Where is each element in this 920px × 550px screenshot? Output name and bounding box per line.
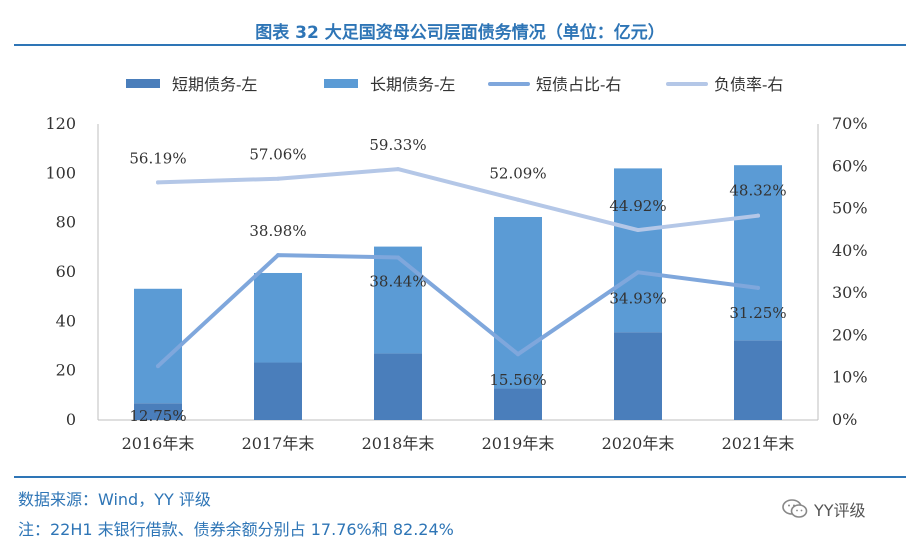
debt-rate-data-label: 59.33% xyxy=(369,136,426,154)
short-ratio-data-label: 38.44% xyxy=(369,272,426,290)
legend-short-debt-swatch xyxy=(126,79,160,88)
short-ratio-point xyxy=(636,270,640,275)
debt-rate-point xyxy=(516,197,520,202)
x-tick-label: 2018年末 xyxy=(362,434,435,453)
x-tick-label: 2019年末 xyxy=(482,434,555,453)
y-right-tick-label: 60% xyxy=(832,156,868,175)
x-tick-label: 2020年末 xyxy=(602,434,675,453)
short-ratio-data-label: 31.25% xyxy=(729,304,786,322)
chart-canvas: 0 20 40 60 80 100 120 0% 10% 20% 30% 40% 50% 60% 70% 20… xyxy=(45,75,868,453)
legend-debt-rate-label: 负债率-右 xyxy=(714,75,783,94)
y-right-tick-label: 70% xyxy=(832,114,868,133)
bar-long-debt xyxy=(494,216,542,389)
bar-short-debt xyxy=(254,362,302,420)
short-ratio-data-label: 15.56% xyxy=(489,371,546,389)
y-left-tick-label: 20 xyxy=(56,361,76,380)
brand-watermark: YY评级 xyxy=(782,496,866,522)
bar-short-debt xyxy=(614,332,662,420)
chart-title: 图表 32 大足国资母公司层面债务情况（单位：亿元） xyxy=(255,23,665,43)
debt-rate-point xyxy=(276,176,280,181)
x-tick-label: 2021年末 xyxy=(722,434,795,453)
debt-rate-data-label: 52.09% xyxy=(489,165,546,183)
debt-rate-data-label: 48.32% xyxy=(729,182,786,200)
legend-long-debt-swatch xyxy=(324,79,358,88)
debt-rate-data-label: 56.19% xyxy=(129,149,186,167)
short-ratio-data-label: 34.93% xyxy=(609,289,666,307)
bar-long-debt xyxy=(254,272,302,363)
short-ratio-line xyxy=(156,253,760,369)
x-tick-label: 2016年末 xyxy=(122,434,195,453)
y-left-tick-label: 80 xyxy=(56,213,76,232)
debt-rate-point xyxy=(396,167,400,172)
bar-long-debt xyxy=(734,165,782,341)
short-ratio-point xyxy=(756,285,760,290)
debt-rate-point xyxy=(636,228,640,233)
title-divider xyxy=(14,44,906,46)
bar-short-debt xyxy=(374,353,422,420)
legend-short-debt-label: 短期债务-左 xyxy=(172,75,257,94)
y-left-tick-label: 0 xyxy=(66,410,76,429)
y-right-tick-label: 30% xyxy=(832,283,868,302)
bar-long-debt xyxy=(374,246,422,354)
debt-rate-point xyxy=(756,213,760,218)
bar-short-debt xyxy=(494,388,542,420)
note-text: 注：22H1 末银行借款、债券余额分别占 17.76%和 82.24% xyxy=(18,520,454,539)
y-left-tick-label: 60 xyxy=(56,262,76,281)
y-right-tick-label: 20% xyxy=(832,325,868,344)
short-ratio-point xyxy=(396,255,400,260)
bar-short-debt xyxy=(134,403,182,420)
short-ratio-data-label: 38.98% xyxy=(249,222,306,240)
y-left-tick-label: 100 xyxy=(45,163,76,182)
bar-long-debt xyxy=(614,168,662,333)
y-left-tick-label: 40 xyxy=(56,311,76,330)
y-right-tick-label: 50% xyxy=(832,199,868,218)
y-right-tick-label: 40% xyxy=(832,241,868,260)
debt-rate-point xyxy=(156,180,160,185)
bar-short-debt xyxy=(734,340,782,420)
debt-rate-data-label: 57.06% xyxy=(249,146,306,164)
y-right-tick-label: 10% xyxy=(832,368,868,387)
bar-long-debt xyxy=(134,288,182,404)
short-ratio-point xyxy=(156,364,160,369)
short-ratio-point xyxy=(276,253,280,258)
short-ratio-point xyxy=(516,352,520,357)
source-text: 数据来源：Wind，YY 评级 xyxy=(18,490,211,509)
footer-divider xyxy=(14,476,906,478)
debt-rate-line xyxy=(156,167,760,233)
wechat-icon xyxy=(782,499,808,518)
brand-text: YY评级 xyxy=(814,501,866,520)
y-right-tick-label: 0% xyxy=(832,410,857,429)
legend-short-ratio-label: 短债占比-右 xyxy=(536,75,621,94)
legend-long-debt-label: 长期债务-左 xyxy=(370,75,455,94)
x-tick-label: 2017年末 xyxy=(242,434,315,453)
debt-rate-data-label: 44.92% xyxy=(609,197,666,215)
short-ratio-data-label: 12.75% xyxy=(129,407,186,425)
y-left-tick-label: 120 xyxy=(45,114,76,133)
